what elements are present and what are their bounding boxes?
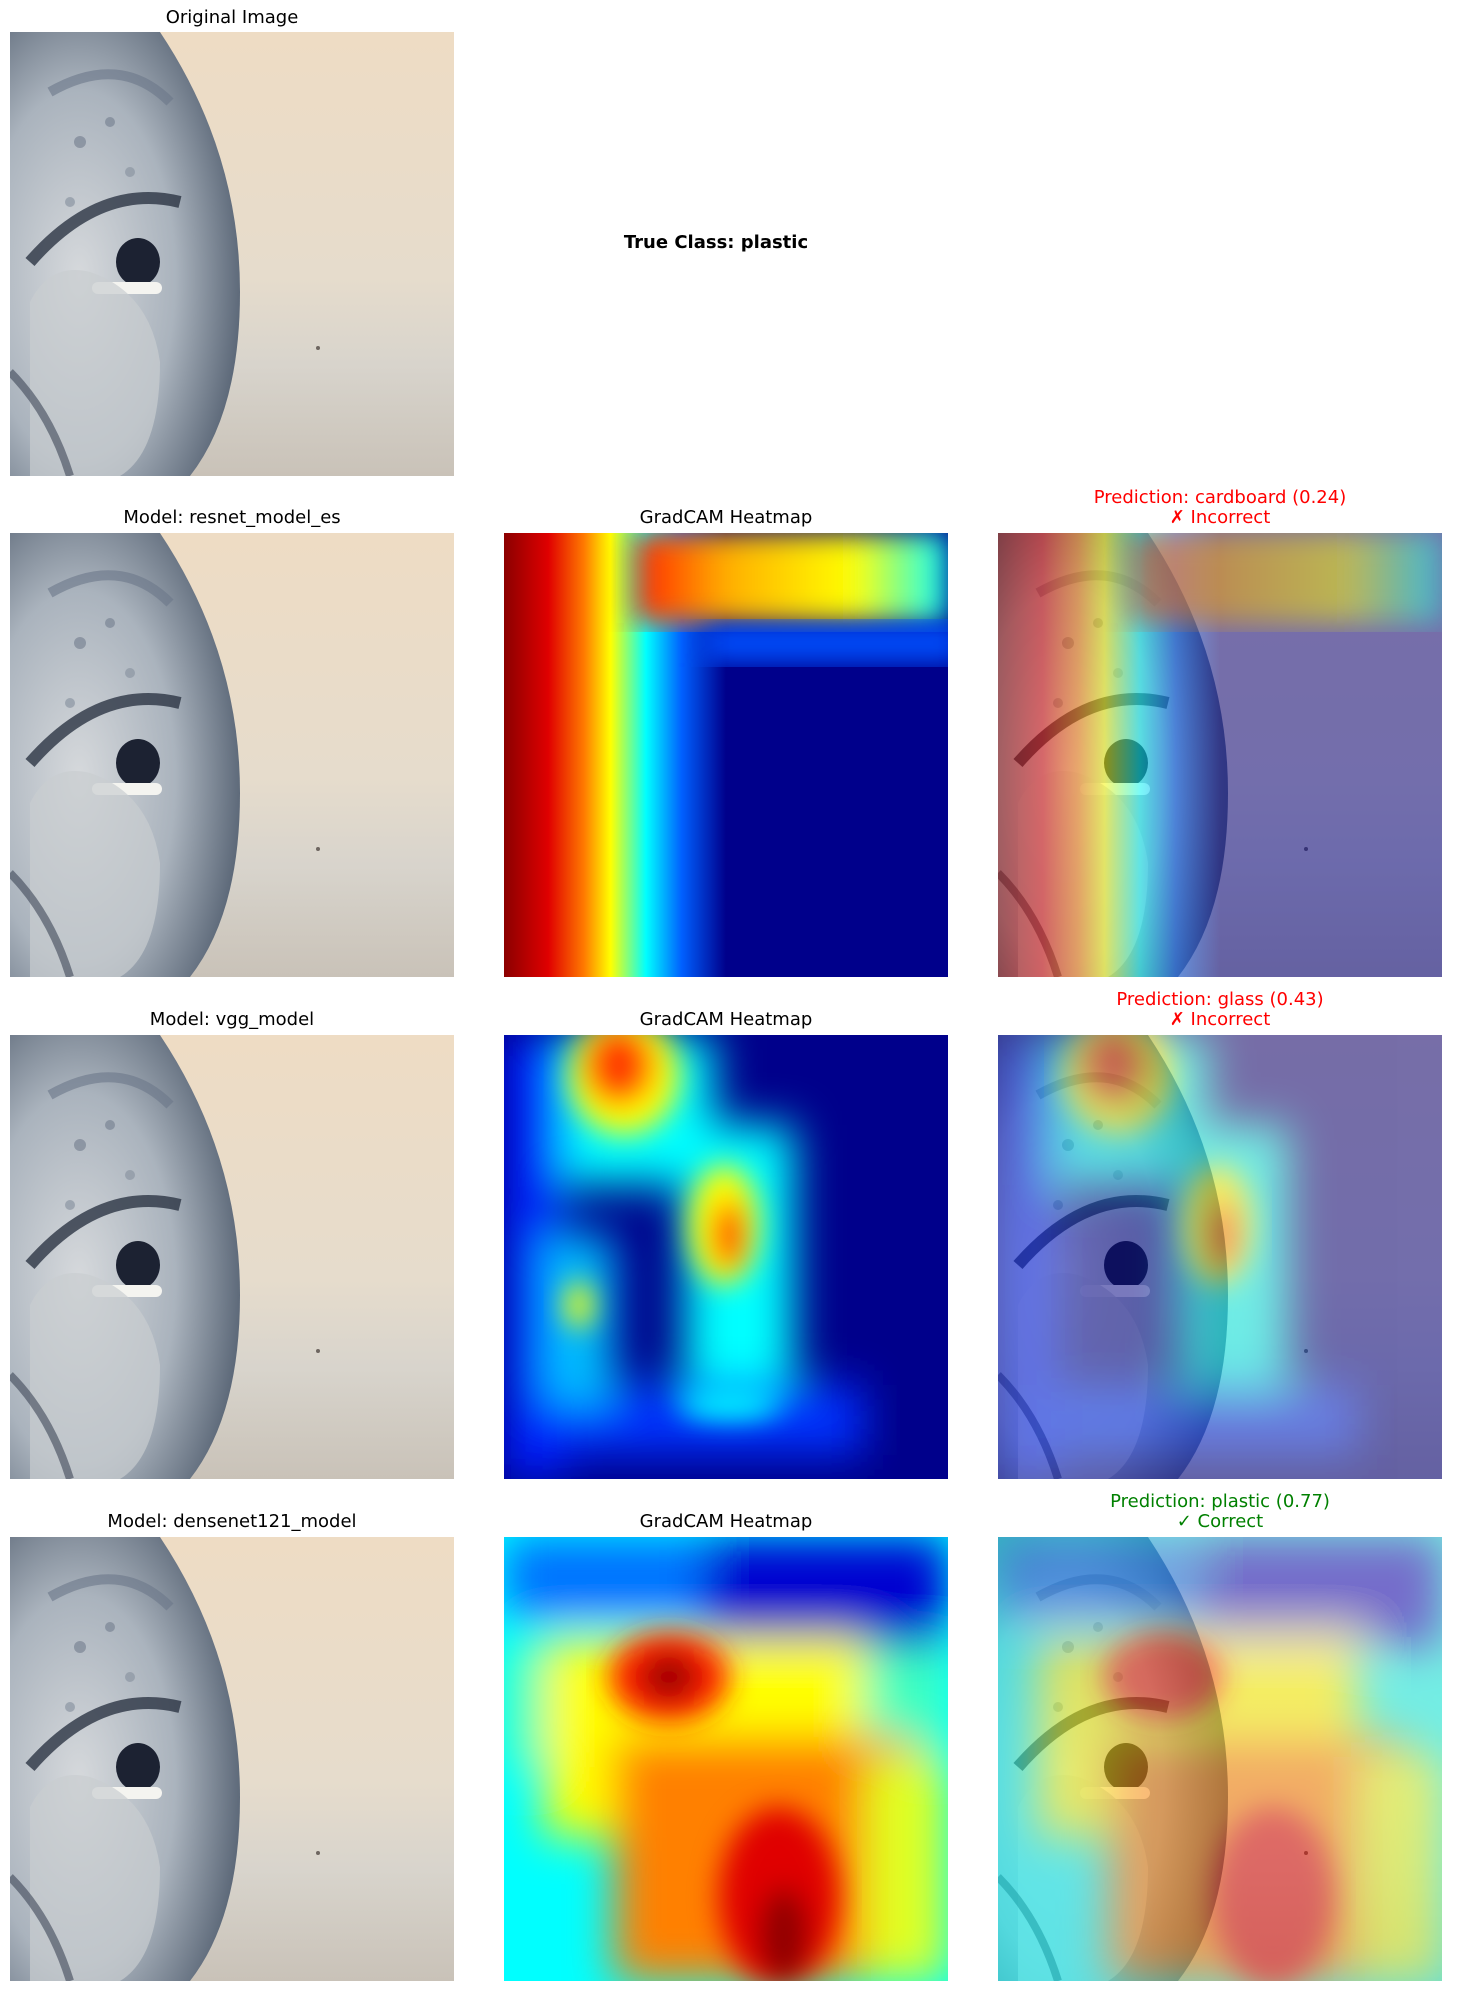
gradcam-overlay: [998, 533, 1442, 977]
original-image-title: Original Image: [165, 7, 299, 28]
verdict-text: ✗ Incorrect: [1169, 507, 1271, 528]
verdict-text: ✗ Incorrect: [1169, 1009, 1271, 1030]
heatmap-title: GradCAM Heatmap: [639, 1511, 813, 1532]
model-title: Model: resnet_model_es: [123, 507, 341, 528]
prediction-text: Prediction: cardboard (0.24): [1093, 487, 1347, 508]
prediction-text: Prediction: plastic (0.77): [1110, 1491, 1330, 1512]
gradcam-overlay: [998, 1537, 1442, 1981]
prediction-text: Prediction: glass (0.43): [1116, 989, 1324, 1010]
model-input-image: [10, 1537, 454, 1981]
heatmap-title: GradCAM Heatmap: [639, 507, 813, 528]
true-class-label: True Class: plastic: [623, 232, 809, 253]
model-title: Model: densenet121_model: [107, 1511, 357, 1532]
verdict-text: ✓ Correct: [1176, 1511, 1264, 1532]
heatmap-title: GradCAM Heatmap: [639, 1009, 813, 1030]
model-title: Model: vgg_model: [149, 1009, 315, 1030]
gradcam-heatmap: [504, 1035, 948, 1479]
gradcam-heatmap: [504, 1537, 948, 1981]
original-image: [10, 32, 454, 476]
gradcam-overlay: [998, 1035, 1442, 1479]
model-input-image: [10, 1035, 454, 1479]
model-input-image: [10, 533, 454, 977]
gradcam-heatmap: [504, 533, 948, 977]
